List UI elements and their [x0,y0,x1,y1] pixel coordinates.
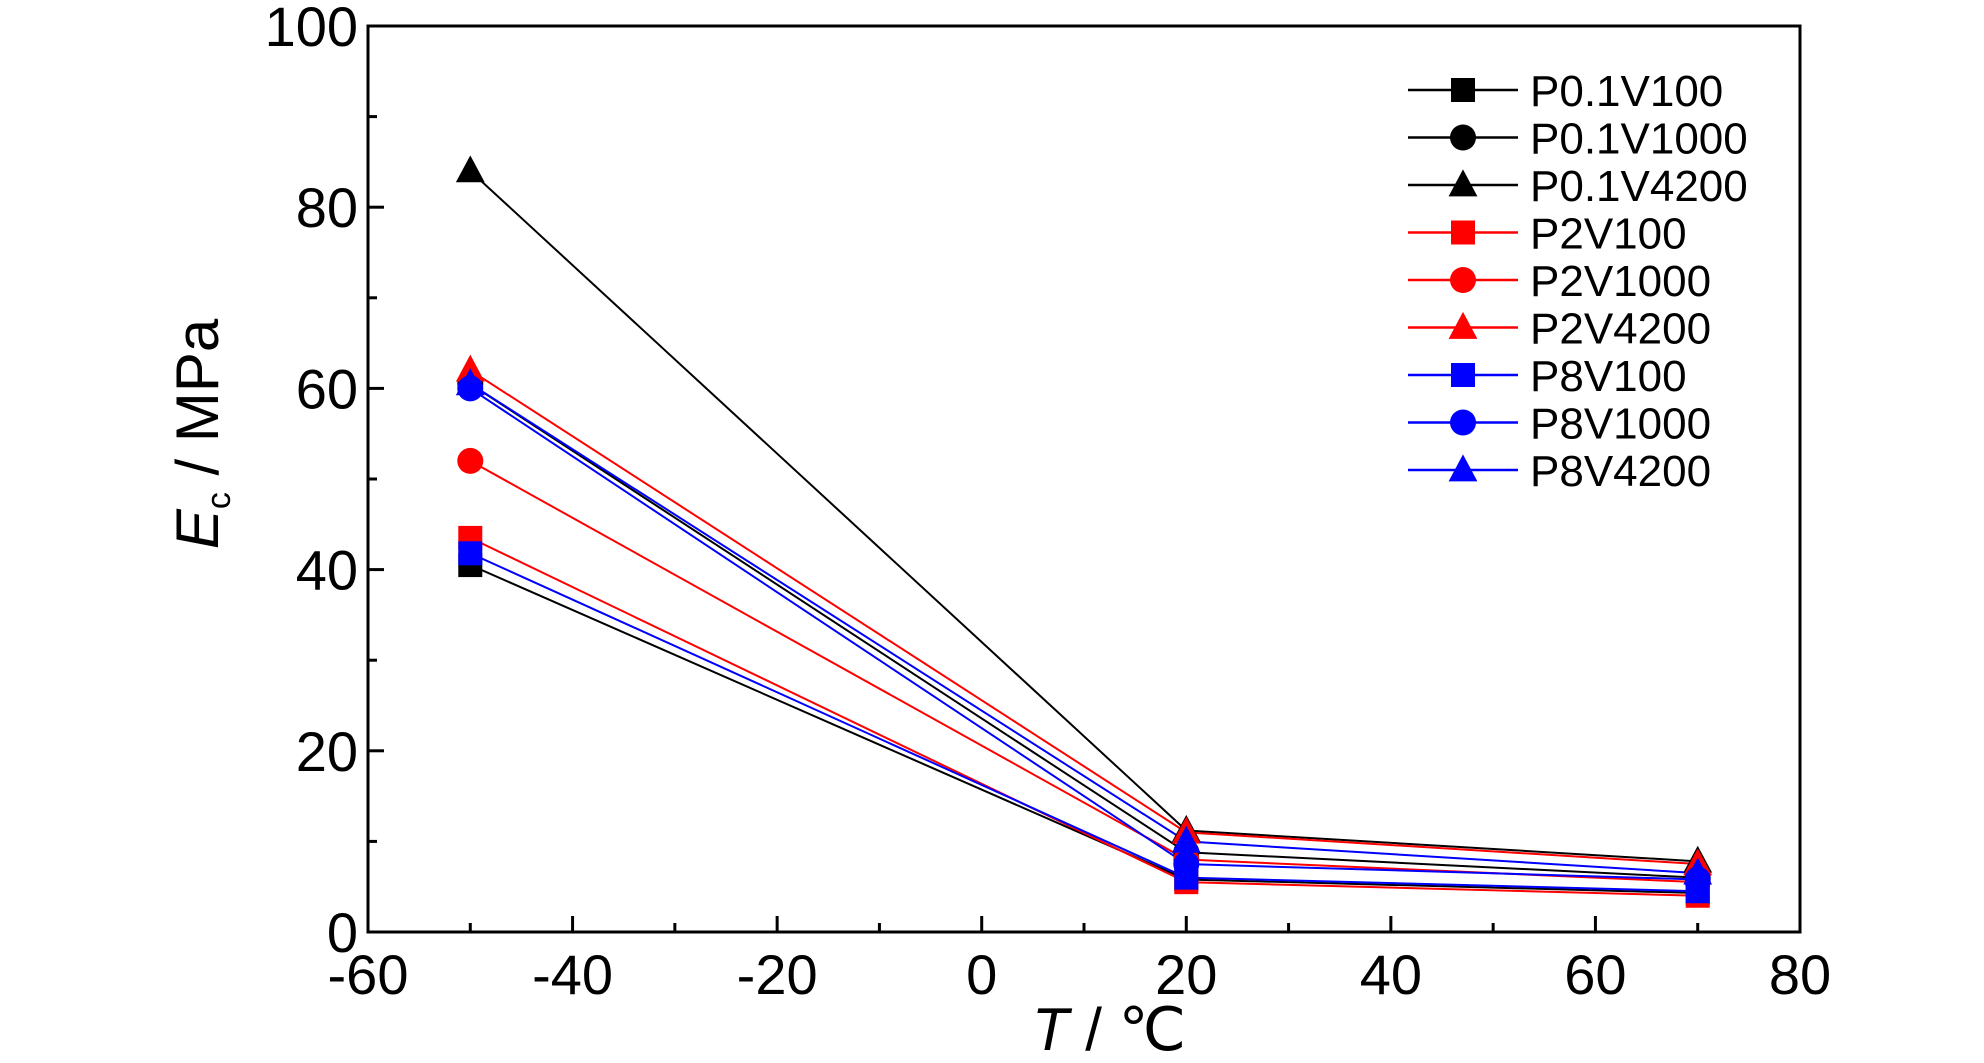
legend-entry: P2V1000 [1408,257,1711,306]
legend: P0.1V100P0.1V1000P0.1V4200P2V100P2V1000P… [1408,67,1748,496]
y-axis-tick-labels: 0 20 40 60 80 100 [265,0,358,964]
data-point-triangle [455,354,485,382]
data-point-circle [457,447,484,474]
x-tick-label: 60 [1564,943,1626,1006]
legend-marker-circle [1450,124,1476,151]
x-axis-title: T / ℃ [1032,996,1186,1063]
legend-entry: P2V100 [1408,210,1687,259]
legend-marker-triangle [1448,169,1478,197]
legend-marker-triangle [1448,454,1478,482]
data-point-square [458,541,483,566]
y-tick-label: 80 [296,176,358,239]
legend-entry: P0.1V1000 [1408,115,1748,164]
data-point-triangle [1683,857,1713,885]
x-axis-unit: / ℃ [1069,996,1186,1063]
x-tick-label: -40 [532,943,613,1006]
x-axis-variable: T [1032,996,1073,1063]
legend-marker-square [1451,220,1475,245]
legend-label: P2V1000 [1530,257,1711,306]
y-axis-subscript: c [200,492,238,509]
x-axis-tick-labels: -60 -40 -20 0 20 40 60 80 [328,943,1832,1006]
y-tick-label: 100 [265,0,358,58]
x-tick-label: -60 [328,943,409,1006]
legend-entry: P8V1000 [1408,400,1711,449]
series-line [469,460,1698,884]
legend-marker-circle [1450,267,1476,293]
y-tick-label: 60 [296,357,358,420]
legend-label: P2V4200 [1530,305,1711,354]
legend-label: P0.1V1000 [1530,115,1748,164]
legend-label: P0.1V100 [1530,67,1723,116]
legend-marker-circle [1450,409,1476,436]
y-tick-label: 40 [296,539,358,602]
x-tick-label: 0 [966,943,997,1006]
x-tick-label: -20 [737,943,818,1006]
y-tick-label: 0 [327,901,358,964]
y-tick-label: 20 [296,720,358,783]
axis-ticks [366,24,1802,934]
series-line [469,383,1698,875]
legend-entry: P0.1V100 [1408,67,1723,116]
legend-label: P8V100 [1530,352,1687,401]
y-axis-title: Ec / MPa [164,318,238,549]
series-line [469,369,1698,866]
legend-marker-square [1451,78,1475,102]
data-point-triangle [455,155,485,183]
series-line [469,387,1698,881]
y-axis-variable: E [164,508,231,549]
x-tick-label: 20 [1155,943,1217,1006]
legend-marker-triangle [1448,311,1478,339]
legend-entry: P8V4200 [1408,447,1711,496]
legend-label: P8V1000 [1530,400,1711,449]
legend-entry: P0.1V4200 [1408,162,1748,211]
legend-label: P8V4200 [1530,447,1711,496]
series-line [469,170,1698,863]
y-axis-unit: / MPa [164,318,231,492]
legend-entry: P2V4200 [1408,305,1711,354]
legend-label: P0.1V4200 [1530,162,1748,211]
series-line [469,552,1698,893]
x-tick-label: 80 [1769,943,1831,1006]
legend-entry: P8V100 [1408,352,1687,401]
data-point-circle [1173,851,1200,878]
data-point-triangle [1171,825,1201,853]
data-point-triangle [455,368,485,396]
series-markers [455,155,1713,908]
legend-marker-square [1451,363,1475,387]
series-line [469,536,1698,897]
legend-label: P2V100 [1530,210,1687,259]
series-line [469,564,1698,895]
x-tick-label: 40 [1360,943,1422,1006]
